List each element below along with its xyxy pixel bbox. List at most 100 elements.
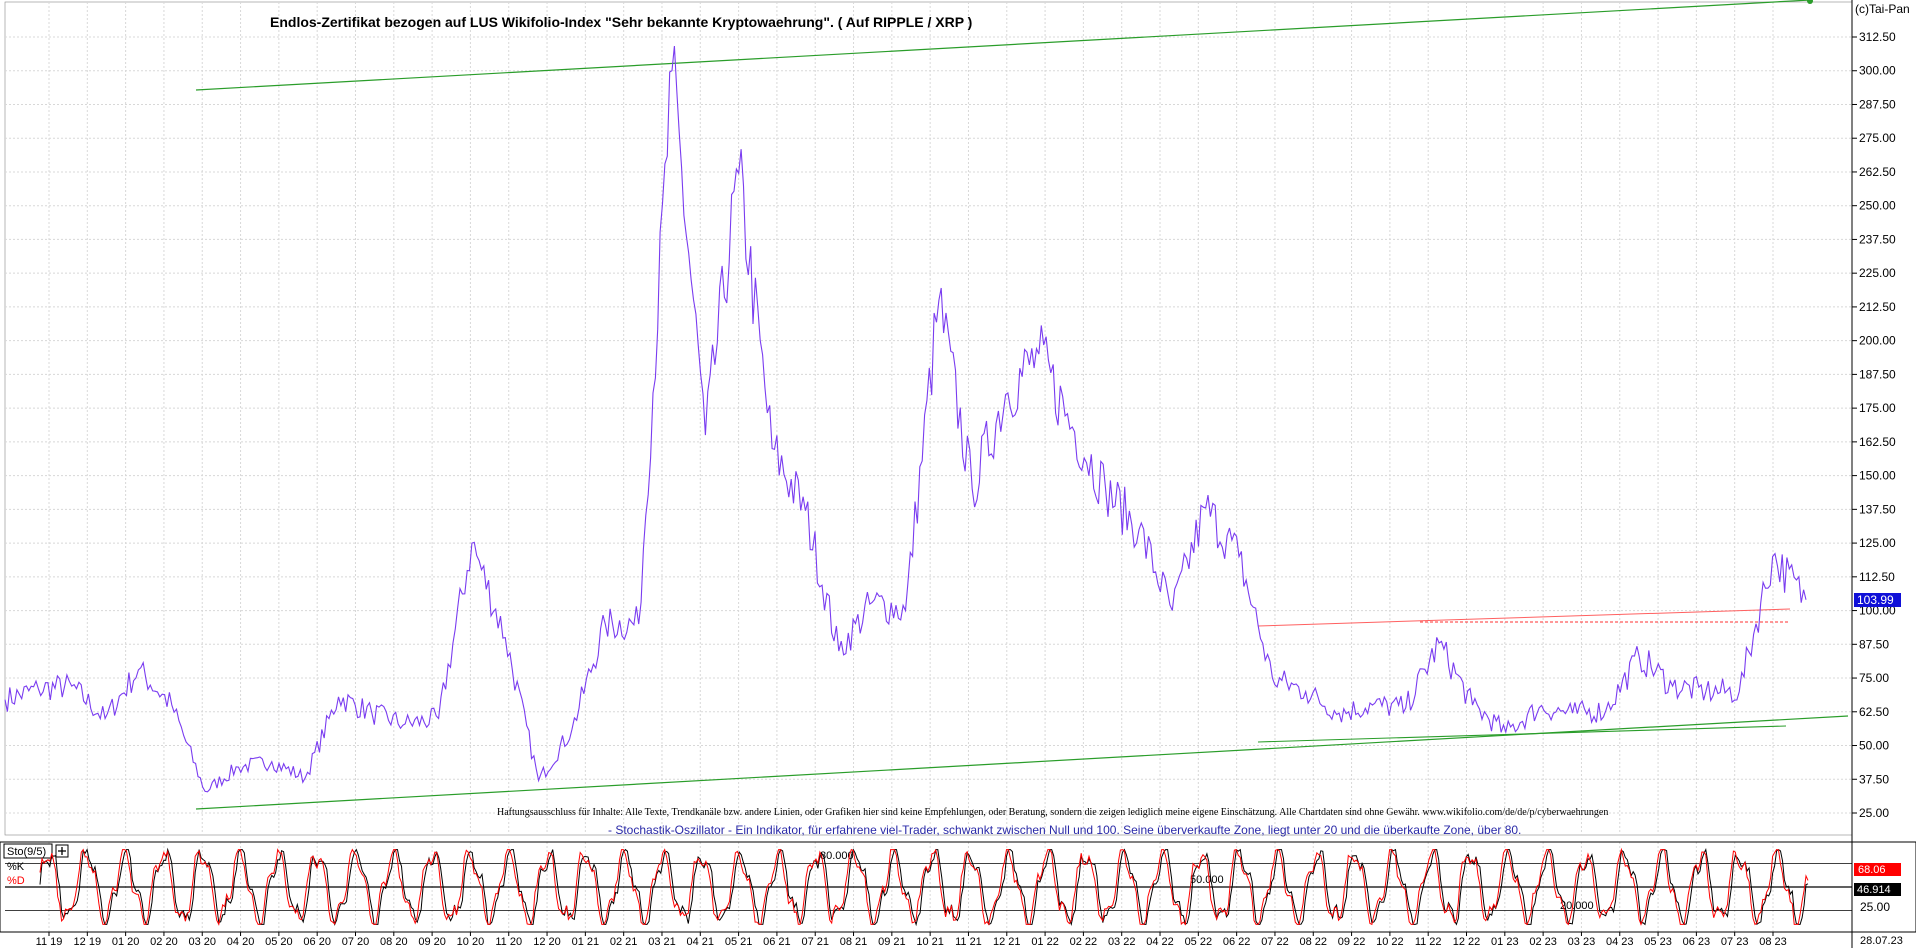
y-tick-label: 262.50 [1859,165,1896,179]
x-tick-label: 05 22 [1185,936,1213,948]
y-tick-label: 237.50 [1859,232,1896,246]
stoch-label-box[interactable] [3,843,53,859]
upper-trend-line [195,0,1811,91]
stoch-ytick: 25.00 [1860,900,1890,914]
stoch-level-50: 50.000 [1190,874,1224,886]
x-tick-label: 05 23 [1644,936,1672,948]
y-tick-label: 175.00 [1859,401,1896,415]
x-tick-label: 08 23 [1759,936,1787,948]
x-tick-label: 11 22 [1415,936,1442,948]
trend-anchor-dot [1807,0,1813,4]
stochastic-note: - Stochastik-Oszillator - Ein Indikator,… [608,823,1521,837]
y-tick-label: 250.00 [1859,199,1896,213]
plus-icon [58,847,66,855]
x-tick-label: 05 20 [265,936,293,948]
x-tick-label: 02 23 [1529,936,1557,948]
last-price-marker: 103.99 [1854,593,1901,607]
x-tick-label: 06 22 [1223,936,1251,948]
x-tick-label: 01 21 [572,936,600,948]
x-tick-label: 05 21 [725,936,753,948]
stoch-d-value-box [1854,883,1901,896]
x-axis: 11 19 12 19 01 20 02 20 03 20 04 20 05 20 06 20… [0,931,1916,948]
stoch-k-value-box [1854,863,1901,876]
x-tick-label: 09 22 [1338,936,1366,948]
y-tick-label: 275.00 [1859,131,1896,145]
stoch-k-value: 68.06 [1858,864,1886,876]
stoch-label: Sto(9/5) [7,846,46,858]
y-tick-label: 125.00 [1859,536,1896,550]
x-tick-label: 02 22 [1070,936,1098,948]
y-tick-label: 312.50 [1859,30,1896,44]
x-tick-label: 07 20 [342,936,370,948]
x-tick-label: 12 20 [533,936,561,948]
x-tick-label: 02 20 [150,936,178,948]
y-tick-label: 225.00 [1859,266,1896,280]
x-tick-label: 04 22 [1146,936,1174,948]
x-tick-label: 06 20 [303,936,331,948]
x-tick-label: 09 20 [418,936,446,948]
x-tick-label: 08 21 [840,936,868,948]
x-tick-label: 12 19 [74,936,102,948]
last-price-label: 103.99 [1857,593,1894,607]
y-tick-label: 25.00 [1859,806,1889,820]
x-tick-label: 02 21 [610,936,638,948]
x-tick-label: 01 22 [1031,936,1059,948]
lower-trend-line [195,715,1849,810]
stoch-level-20: 20.000 [1560,900,1594,912]
resistance-line [1257,608,1791,627]
y-tick-label: 37.50 [1859,772,1889,786]
copyright-label: (c)Tai-Pan [1855,2,1910,16]
trend-lines [195,0,1849,810]
x-tick-label: 06 23 [1683,936,1711,948]
x-tick-label: 11 20 [495,936,522,948]
y-tick-label: 62.50 [1859,705,1889,719]
stoch-d-value: 46.914 [1857,884,1891,896]
x-tick-label: 07 22 [1261,936,1289,948]
x-tick-label: 07 23 [1721,936,1749,948]
y-tick-label: 187.50 [1859,367,1896,381]
y-tick-label: 300.00 [1859,64,1896,78]
x-tick-label: 03 20 [188,936,216,948]
y-tick-label: 100.00 [1859,604,1896,618]
y-tick-label: 200.00 [1859,334,1896,348]
x-tick-label: 01 20 [112,936,140,948]
x-tick-label: 06 21 [763,936,791,948]
disclaimer-text: Haftungsausschluss für Inhalte: Alle Tex… [497,807,1608,818]
y-tick-label: 137.50 [1859,502,1896,516]
y-tick-label: 287.50 [1859,97,1896,111]
x-tick-label: 09 21 [878,936,906,948]
x-tick-label: 04 20 [227,936,255,948]
y-tick-label: 112.50 [1859,570,1895,584]
y-tick-label: 50.00 [1859,739,1889,753]
y-axis: 25.00 37.50 50.00 62.50 75.00 87.50 100.00 112.… [1851,0,1896,948]
x-tick-label: 01 23 [1491,936,1519,948]
y-tick-label: 150.00 [1859,469,1896,483]
y-tick-label: 162.50 [1859,435,1896,449]
x-tick-label: 12 21 [993,936,1021,948]
x-tick-label: 03 22 [1108,936,1136,948]
x-tick-label: 10 21 [916,936,944,948]
stoch-k-legend: %K [7,861,25,873]
stoch-d-legend: %D [7,875,25,887]
stoch-level-80: 80.000 [820,850,854,862]
x-tick-label: 11 21 [955,936,982,948]
y-tick-label: 212.50 [1859,300,1896,314]
chart-title: Endlos-Zertifikat bezogen auf LUS Wikifo… [270,14,972,30]
x-tick-label: 07 21 [801,936,829,948]
x-tick-label: 08 20 [380,936,408,948]
x-tick-label: 04 23 [1606,936,1634,948]
x-end-date: 28.07.23 [1860,935,1903,947]
support-line [1257,725,1787,743]
y-tick-label: 87.50 [1859,637,1889,651]
x-tick-label: 10 22 [1376,936,1404,948]
x-tick-label: 11 19 [36,936,63,948]
x-tick-label: 10 20 [457,936,485,948]
x-tick-label: 12 22 [1453,936,1481,948]
x-tick-label: 03 21 [648,936,676,948]
stoch-d-line [39,847,1809,926]
x-tick-label: 04 21 [687,936,715,948]
x-tick-label: 08 22 [1300,936,1328,948]
y-tick-label: 75.00 [1859,671,1889,685]
price-series-line [4,45,1807,793]
